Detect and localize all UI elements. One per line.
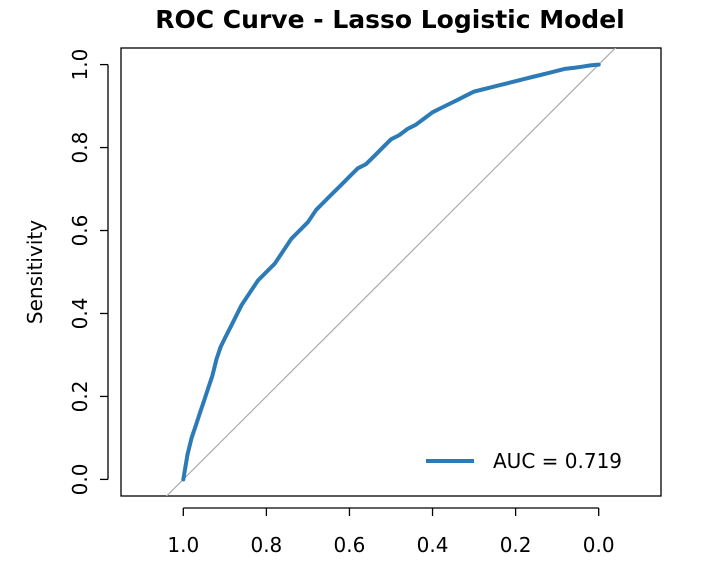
x-tick-label: 0.2 xyxy=(500,533,532,557)
y-tick-label: 0.6 xyxy=(68,215,92,247)
series-layer xyxy=(181,62,601,482)
x-tick-label: 0.0 xyxy=(583,533,615,557)
x-axis: 1.0 0.8 0.6 0.4 0.2 0.0 xyxy=(167,507,615,557)
y-tick-label: 0.4 xyxy=(68,298,92,330)
x-tick-label: 1.0 xyxy=(167,533,199,557)
roc-series-line xyxy=(181,62,601,482)
legend-label: AUC = 0.719 xyxy=(493,449,622,473)
legend: AUC = 0.719 xyxy=(426,449,622,473)
y-tick-label: 1.0 xyxy=(68,49,92,81)
chart-title: ROC Curve - Lasso Logistic Model xyxy=(155,5,624,34)
y-axis: 0.0 0.2 0.4 0.6 0.8 1.0 xyxy=(68,49,109,496)
x-tick-label: 0.6 xyxy=(334,533,366,557)
y-axis-label: Sensitivity xyxy=(23,220,47,324)
y-tick-label: 0.0 xyxy=(68,464,92,496)
plot-frame xyxy=(120,47,662,497)
y-tick-label: 0.2 xyxy=(68,381,92,413)
x-tick-label: 0.8 xyxy=(250,533,282,557)
reference-line-layer xyxy=(165,48,617,496)
y-tick-label: 0.8 xyxy=(68,132,92,164)
reference-diagonal-line xyxy=(165,48,617,496)
x-tick-label: 0.4 xyxy=(417,533,449,557)
